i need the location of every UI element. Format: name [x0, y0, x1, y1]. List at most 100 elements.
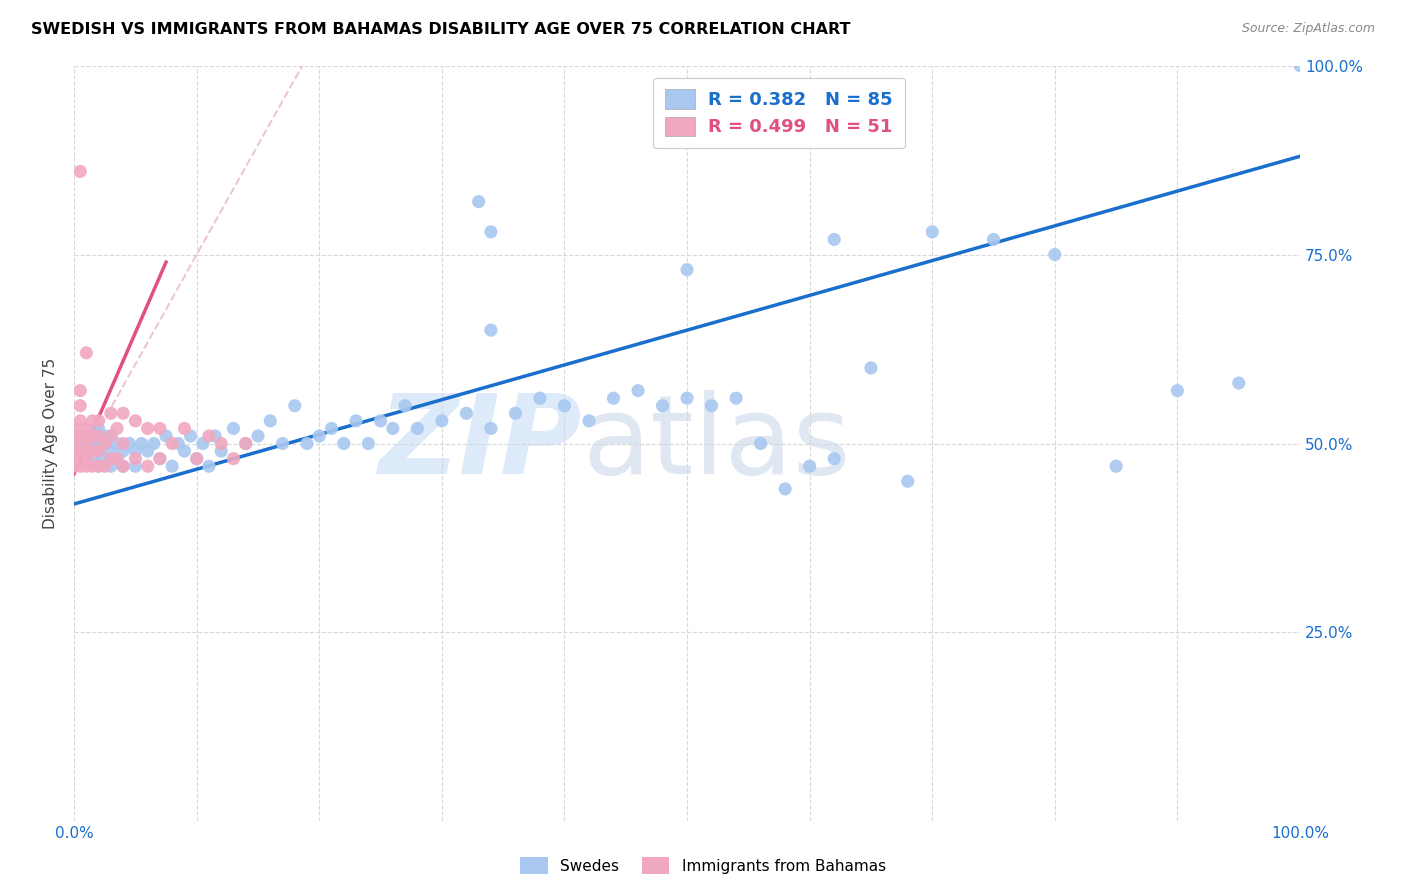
- Point: [198, 459, 221, 474]
- Point: [93, 436, 115, 450]
- Point: [186, 451, 208, 466]
- Point: [823, 451, 845, 466]
- Point: [155, 429, 177, 443]
- Text: atlas: atlas: [583, 390, 852, 497]
- Point: [75, 421, 97, 435]
- Point: [173, 421, 195, 435]
- Point: [467, 194, 489, 209]
- Point: [142, 436, 165, 450]
- Point: [1166, 384, 1188, 398]
- Text: Source: ZipAtlas.com: Source: ZipAtlas.com: [1241, 22, 1375, 36]
- Point: [823, 232, 845, 246]
- Point: [69, 384, 91, 398]
- Y-axis label: Disability Age Over 75: Disability Age Over 75: [44, 358, 58, 529]
- Point: [93, 459, 115, 474]
- Legend: Swedes, Immigrants from Bahamas: Swedes, Immigrants from Bahamas: [515, 851, 891, 880]
- Point: [191, 436, 214, 450]
- Point: [87, 459, 110, 474]
- Point: [284, 399, 307, 413]
- Point: [1105, 459, 1128, 474]
- Point: [149, 451, 172, 466]
- Point: [75, 444, 97, 458]
- Point: [186, 451, 208, 466]
- Point: [381, 421, 404, 435]
- Point: [93, 451, 115, 466]
- Point: [333, 436, 356, 450]
- Point: [112, 436, 135, 450]
- Point: [406, 421, 429, 435]
- Point: [69, 164, 91, 178]
- Point: [897, 475, 920, 489]
- Legend: R = 0.382   N = 85, R = 0.499   N = 51: R = 0.382 N = 85, R = 0.499 N = 51: [654, 78, 904, 148]
- Point: [505, 406, 527, 420]
- Point: [627, 384, 650, 398]
- Point: [82, 429, 104, 443]
- Point: [136, 444, 159, 458]
- Point: [456, 406, 478, 420]
- Point: [100, 429, 122, 443]
- Point: [209, 444, 232, 458]
- Point: [173, 444, 195, 458]
- Point: [69, 399, 91, 413]
- Point: [63, 436, 86, 450]
- Point: [112, 459, 135, 474]
- Point: [749, 436, 772, 450]
- Point: [131, 436, 153, 450]
- Point: [222, 451, 245, 466]
- Point: [859, 360, 882, 375]
- Point: [100, 459, 122, 474]
- Point: [63, 429, 86, 443]
- Point: [100, 451, 122, 466]
- Point: [87, 414, 110, 428]
- Point: [124, 451, 146, 466]
- Point: [105, 436, 128, 450]
- Point: [75, 459, 97, 474]
- Point: [69, 436, 91, 450]
- Point: [82, 444, 104, 458]
- Point: [357, 436, 380, 450]
- Point: [87, 429, 110, 443]
- Point: [204, 429, 226, 443]
- Point: [118, 436, 141, 450]
- Point: [321, 421, 343, 435]
- Point: [75, 346, 97, 360]
- Point: [87, 459, 110, 474]
- Point: [105, 421, 128, 435]
- Point: [69, 414, 91, 428]
- Point: [75, 444, 97, 458]
- Point: [69, 444, 91, 458]
- Point: [235, 436, 257, 450]
- Point: [63, 421, 86, 435]
- Point: [529, 391, 551, 405]
- Point: [651, 399, 673, 413]
- Point: [124, 444, 146, 458]
- Point: [983, 232, 1005, 246]
- Point: [725, 391, 748, 405]
- Point: [370, 414, 392, 428]
- Point: [87, 444, 110, 458]
- Point: [75, 429, 97, 443]
- Point: [246, 429, 269, 443]
- Point: [1227, 376, 1250, 390]
- Point: [82, 451, 104, 466]
- Point: [479, 323, 502, 337]
- Point: [100, 406, 122, 420]
- Point: [124, 459, 146, 474]
- Point: [676, 391, 699, 405]
- Point: [75, 451, 97, 466]
- Point: [160, 436, 183, 450]
- Point: [271, 436, 294, 450]
- Point: [63, 451, 86, 466]
- Point: [87, 436, 110, 450]
- Point: [799, 459, 821, 474]
- Point: [82, 429, 104, 443]
- Text: ZIP: ZIP: [380, 390, 583, 497]
- Point: [198, 429, 221, 443]
- Point: [167, 436, 190, 450]
- Point: [87, 421, 110, 435]
- Point: [602, 391, 624, 405]
- Point: [394, 399, 416, 413]
- Point: [479, 421, 502, 435]
- Point: [105, 451, 128, 466]
- Point: [100, 444, 122, 458]
